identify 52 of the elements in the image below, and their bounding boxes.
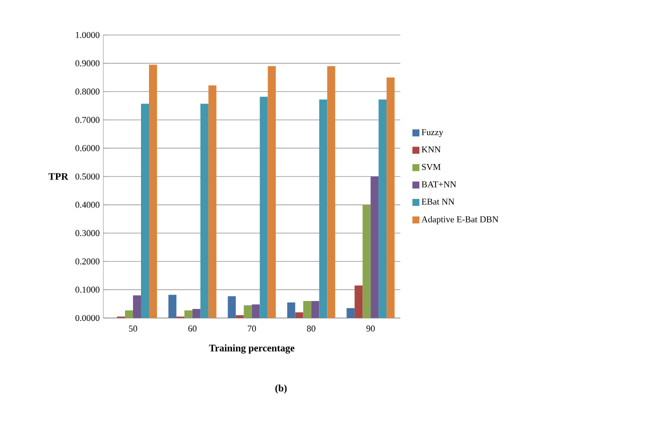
bar	[252, 304, 260, 318]
legend-label: KNN	[422, 146, 441, 152]
bar	[125, 310, 133, 318]
bar	[386, 77, 395, 318]
bar	[236, 315, 244, 318]
bar	[149, 64, 157, 318]
legend-label: BAT+NN	[422, 181, 456, 188]
text: (b)	[275, 384, 287, 394]
bar	[327, 66, 336, 318]
y-tick-label: 0.2000	[75, 258, 100, 264]
legend-label: Adaptive E-Bat DBN	[421, 216, 498, 224]
x-tick-label: 80	[307, 326, 316, 332]
bar	[303, 301, 312, 318]
y-tick-label: 1.0000	[76, 32, 100, 38]
bar	[141, 104, 149, 318]
bar	[287, 302, 296, 318]
bar	[311, 301, 320, 318]
y-tick-label: 0.4000	[75, 202, 100, 208]
x-tick-label: 60	[188, 326, 197, 332]
y-tick-label: 0.6000	[75, 145, 100, 152]
y-tick-label: 0.7000	[75, 116, 100, 123]
bar	[370, 176, 379, 318]
x-tick-label: 50	[129, 326, 138, 332]
y-tick-label: 0.0000	[75, 314, 100, 322]
bar	[192, 308, 200, 318]
bar	[184, 310, 192, 318]
y-tick-label: 0.8000	[75, 88, 100, 95]
bar	[362, 204, 371, 318]
bar	[378, 100, 387, 318]
x-axis-title: Training percentage	[209, 344, 294, 354]
legend-label: Fuzzy	[422, 129, 444, 138]
bar	[354, 285, 363, 318]
bar	[319, 100, 328, 318]
bar	[168, 294, 176, 318]
bar	[268, 66, 276, 318]
bar	[260, 96, 268, 318]
y-tick-label: 0.3000	[75, 230, 100, 236]
y-tick-label: 0.9000	[75, 60, 100, 66]
bar	[244, 305, 252, 318]
y-tick-label: 0.5000	[75, 173, 100, 180]
bar	[228, 296, 236, 318]
x-tick-label: 90	[366, 326, 375, 332]
bar	[295, 312, 304, 318]
bar	[346, 308, 355, 318]
y-axis-title: TPR	[48, 173, 68, 180]
legend-label: EBat NN	[422, 198, 454, 205]
legend-label: SVM	[422, 164, 441, 170]
bar	[200, 104, 208, 318]
bar	[208, 85, 216, 318]
x-tick-label: 70	[248, 326, 256, 332]
bar	[133, 295, 141, 318]
y-tick-label: 0.1000	[75, 286, 100, 293]
